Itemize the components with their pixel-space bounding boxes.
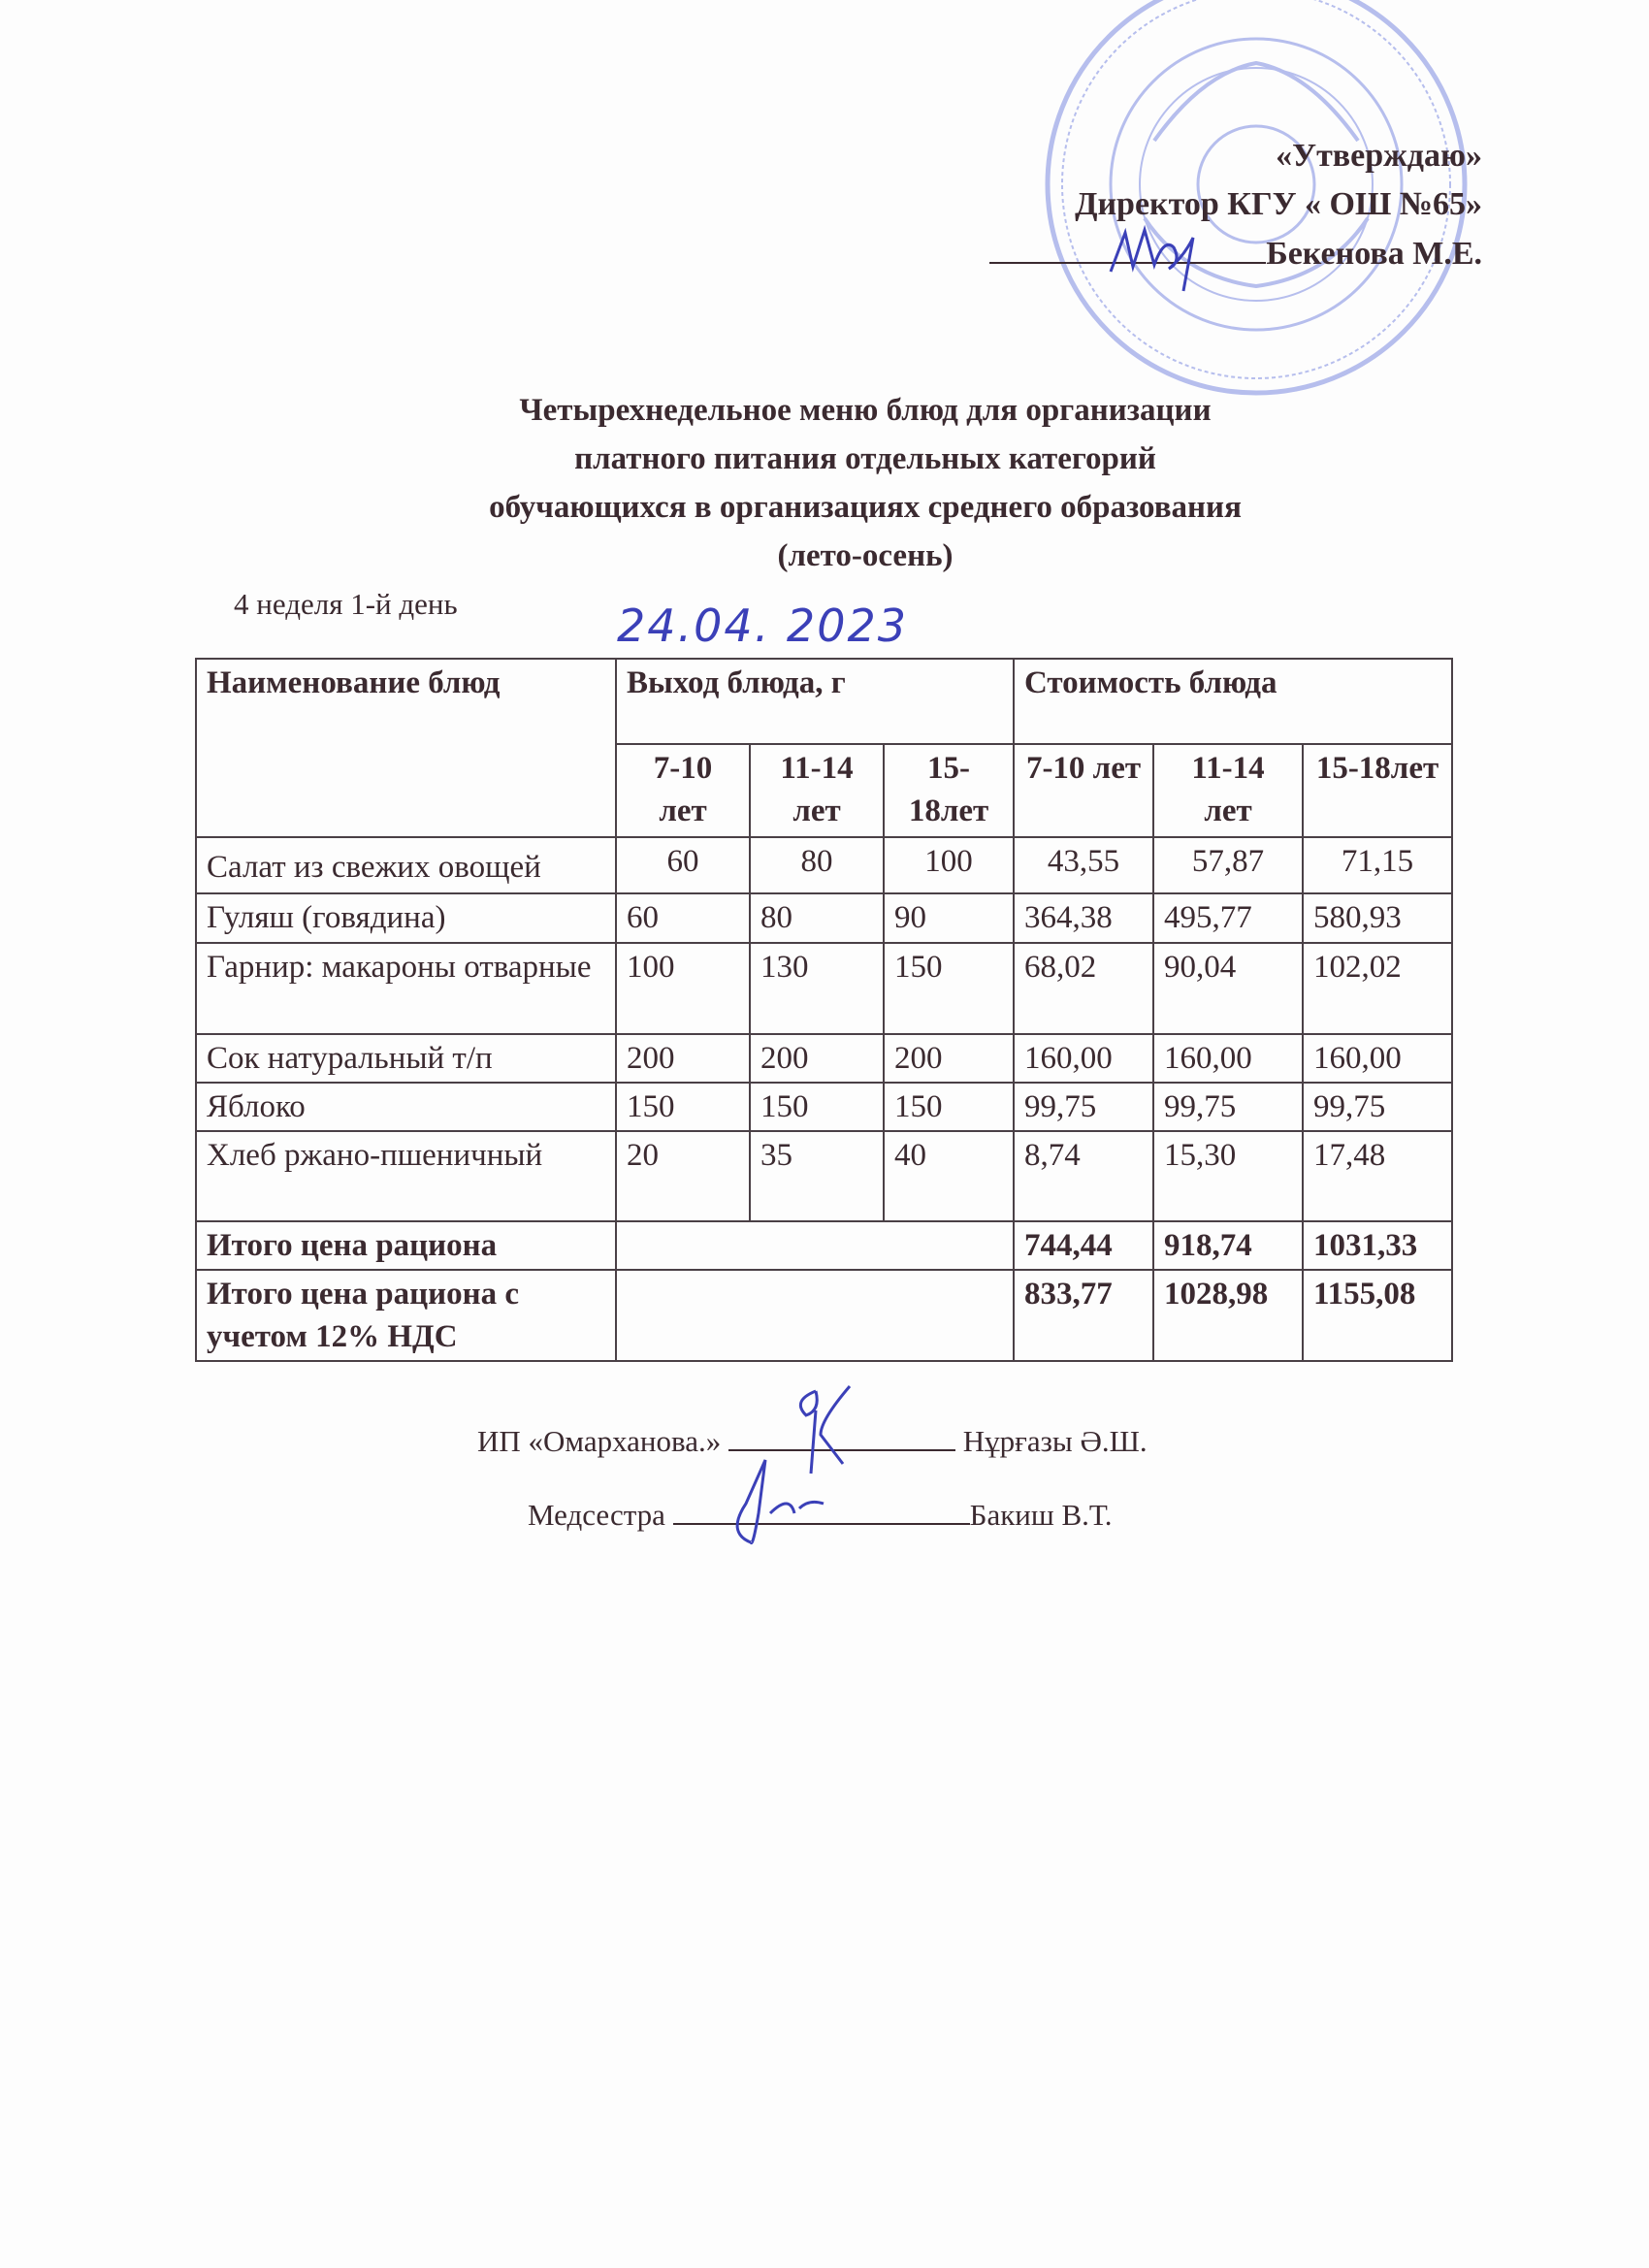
cost-cell: 17,48 — [1302, 1130, 1453, 1222]
document-title: Четырехнедельное меню блюд для организац… — [0, 386, 1649, 580]
supplier-signature — [728, 1385, 956, 1474]
cost-cell: 43,55 — [1013, 836, 1154, 894]
cost-cell: 99,75 — [1013, 1082, 1154, 1132]
nurse-role: Медсестра — [528, 1498, 665, 1532]
empty-cell — [615, 1269, 1015, 1362]
yield-cell: 100 — [883, 836, 1015, 894]
yield-cell: 35 — [749, 1130, 885, 1222]
header-cost: Стоимость блюда — [1013, 658, 1453, 745]
yield-cell: 150 — [883, 1082, 1015, 1132]
table-row: Хлеб ржано-пшеничный 20 35 40 8,74 15,30… — [195, 1130, 1453, 1222]
yield-cell: 150 — [883, 942, 1015, 1035]
dish-name: Хлеб ржано-пшеничный — [195, 1130, 617, 1222]
yield-cell: 200 — [749, 1033, 885, 1084]
header-yield: Выход блюда, г — [615, 658, 1015, 745]
table-row: Гарнир: макароны отварные 100 130 150 68… — [195, 942, 1453, 1035]
cost-cell: 57,87 — [1152, 836, 1304, 894]
title-line: платного питания отдельных категорий — [574, 441, 1156, 476]
handwritten-signature-icon — [1109, 224, 1195, 292]
handwritten-signature-icon — [798, 1385, 852, 1474]
cost-cell: 8,74 — [1013, 1130, 1154, 1222]
approval-heading: «Утверждаю» — [1276, 138, 1482, 174]
total-row: Итого цена рациона 744,44 918,74 1031,33 — [195, 1220, 1453, 1271]
cost-cell: 90,04 — [1152, 942, 1304, 1035]
total-vat-value: 1155,08 — [1302, 1269, 1453, 1362]
total-vat-label: Итого цена рациона с учетом 12% НДС — [195, 1269, 617, 1362]
table-row: Яблоко 150 150 150 99,75 99,75 99,75 — [195, 1082, 1453, 1132]
yield-cell: 200 — [615, 1033, 751, 1084]
total-vat-value: 1028,98 — [1152, 1269, 1304, 1362]
yield-cell: 80 — [749, 836, 885, 894]
cost-cell: 99,75 — [1302, 1082, 1453, 1132]
cost-cell: 495,77 — [1152, 892, 1304, 944]
dish-name: Гарнир: макароны отварные — [195, 942, 617, 1035]
nurse-signature-line: Медсестра Бакиш В.Т. — [528, 1459, 1113, 1545]
total-vat-row: Итого цена рациона с учетом 12% НДС 833,… — [195, 1269, 1453, 1362]
handwritten-signature-icon — [735, 1459, 824, 1545]
cost-cell: 15,30 — [1152, 1130, 1304, 1222]
title-line: Четырехнедельное меню блюд для организац… — [519, 393, 1212, 428]
header-age-group: 7-10 лет — [615, 743, 751, 838]
total-label: Итого цена рациона — [195, 1220, 617, 1271]
yield-cell: 20 — [615, 1130, 751, 1222]
dish-name: Сок натуральный т/п — [195, 1033, 617, 1084]
header-age-group: 15-18лет — [883, 743, 1015, 838]
cost-cell: 99,75 — [1152, 1082, 1304, 1132]
header-dish-name: Наименование блюд — [195, 658, 617, 838]
empty-cell — [615, 1220, 1015, 1271]
yield-cell: 90 — [883, 892, 1015, 944]
supplier-signature-line: ИП «Омарханова.» Нұрғазы Ә.Ш. — [477, 1385, 1148, 1474]
title-line: (лето-осень) — [777, 538, 954, 573]
table-row: Сок натуральный т/п 200 200 200 160,00 1… — [195, 1033, 1453, 1084]
cost-cell: 160,00 — [1302, 1033, 1453, 1084]
table-row: Гуляш (говядина) 60 80 90 364,38 495,77 … — [195, 892, 1453, 944]
nurse-signature — [672, 1459, 970, 1545]
yield-cell: 60 — [615, 892, 751, 944]
yield-cell: 60 — [615, 836, 751, 894]
title-line: обучающихся в организациях среднего обра… — [489, 490, 1242, 525]
dish-name: Яблоко — [195, 1082, 617, 1132]
yield-cell: 100 — [615, 942, 751, 1035]
dish-name: Салат из свежих овощей — [195, 836, 617, 894]
director-name: Бекенова М.Е. — [1266, 236, 1482, 272]
cost-cell: 160,00 — [1152, 1033, 1304, 1084]
approval-position: Директор КГУ « ОШ №65» — [1075, 186, 1482, 222]
official-stamp — [1045, 0, 1468, 396]
handwritten-date: 24.04. 2023 — [617, 599, 908, 652]
header-age-group: 15-18лет — [1302, 743, 1453, 838]
total-value: 744,44 — [1013, 1220, 1154, 1271]
dish-name: Гуляш (говядина) — [195, 892, 617, 944]
cost-cell: 580,93 — [1302, 892, 1453, 944]
cost-cell: 102,02 — [1302, 942, 1453, 1035]
day-label: 4 неделя 1-й день — [234, 587, 458, 621]
supplier-name: Нұрғазы Ә.Ш. — [962, 1424, 1148, 1458]
total-value: 1031,33 — [1302, 1220, 1453, 1271]
header-age-group: 11-14 лет — [1152, 743, 1304, 838]
director-signature — [989, 224, 1267, 292]
yield-cell: 200 — [883, 1033, 1015, 1084]
table-row: Салат из свежих овощей 60 80 100 43,55 5… — [195, 836, 1453, 894]
total-vat-value: 833,77 — [1013, 1269, 1154, 1362]
yield-cell: 80 — [749, 892, 885, 944]
cost-cell: 71,15 — [1302, 836, 1453, 894]
cost-cell: 160,00 — [1013, 1033, 1154, 1084]
approval-signature-line: Бекенова М.Е. — [989, 224, 1482, 292]
supplier-role: ИП «Омарханова.» — [477, 1424, 722, 1458]
total-value: 918,74 — [1152, 1220, 1304, 1271]
menu-table: Наименование блюд Выход блюда, г Стоимос… — [195, 658, 1453, 1362]
yield-cell: 40 — [883, 1130, 1015, 1222]
cost-cell: 364,38 — [1013, 892, 1154, 944]
yield-cell: 130 — [749, 942, 885, 1035]
yield-cell: 150 — [615, 1082, 751, 1132]
yield-cell: 150 — [749, 1082, 885, 1132]
header-age-group: 7-10 лет — [1013, 743, 1154, 838]
cost-cell: 68,02 — [1013, 942, 1154, 1035]
nurse-name: Бакиш В.Т. — [969, 1498, 1113, 1532]
header-age-group: 11-14 лет — [749, 743, 885, 838]
